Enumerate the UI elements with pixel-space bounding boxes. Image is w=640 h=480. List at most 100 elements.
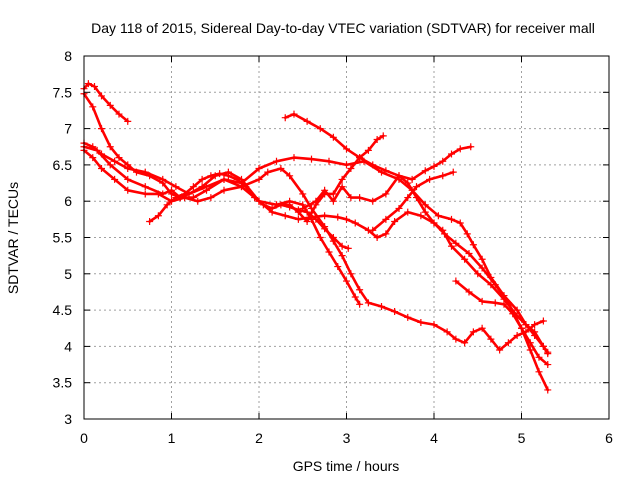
data-point	[303, 218, 311, 226]
data-point	[356, 154, 364, 162]
data-point	[154, 212, 162, 220]
data-point	[281, 212, 289, 220]
data-point	[224, 172, 232, 180]
x-tick-label: 6	[605, 430, 613, 446]
series-track-1	[80, 80, 132, 125]
data-point	[463, 230, 471, 238]
data-point	[84, 80, 92, 88]
series-line	[371, 170, 455, 232]
data-point	[329, 234, 337, 241]
series-track-9	[146, 170, 352, 252]
x-tick-label: 0	[80, 430, 88, 446]
data-point	[273, 157, 280, 165]
data-point	[159, 190, 167, 198]
x-tick-label: 2	[255, 430, 263, 446]
data-point	[491, 299, 499, 307]
data-point	[124, 165, 132, 173]
data-point	[321, 212, 329, 220]
data-point	[469, 328, 477, 336]
series-track-8	[299, 143, 475, 212]
data-point	[216, 170, 224, 178]
data-point	[111, 175, 119, 183]
data-point	[369, 226, 377, 234]
data-point	[329, 133, 337, 141]
data-point	[356, 194, 364, 202]
data-point	[539, 317, 547, 325]
series-line	[454, 279, 550, 366]
data-point	[172, 194, 180, 202]
data-point	[478, 297, 486, 305]
x-axis-label: GPS time / hours	[293, 458, 400, 474]
data-point	[364, 299, 372, 307]
data-point	[474, 270, 482, 278]
y-tick-label: 7.5	[53, 84, 73, 100]
data-point	[203, 186, 210, 194]
axis-ticks	[83, 55, 610, 420]
data-point	[518, 324, 525, 332]
data-point	[369, 197, 377, 205]
data-point	[207, 194, 215, 202]
data-point	[404, 194, 412, 202]
data-point	[544, 361, 552, 369]
x-tick-labels: 0 1 2 3 4 5 6	[80, 430, 613, 446]
data-point	[321, 225, 329, 233]
data-point	[487, 335, 495, 343]
data-point	[299, 190, 307, 198]
data-point	[312, 215, 320, 223]
y-tick-label: 4	[64, 338, 72, 354]
data-point	[259, 201, 267, 209]
data-point	[421, 167, 429, 175]
data-point	[316, 234, 324, 241]
data-point	[343, 215, 350, 223]
data-point	[513, 306, 521, 314]
data-point	[364, 146, 372, 154]
data-point	[268, 204, 276, 212]
chart-title: Day 118 of 2015, Sidereal Day-to-day VTE…	[91, 20, 595, 36]
data-point	[421, 201, 429, 209]
data-point	[98, 165, 105, 173]
y-axis-label: SDTVAR / TECUs	[5, 182, 21, 294]
data-point	[89, 154, 97, 162]
data-point	[281, 114, 289, 122]
data-point	[351, 293, 359, 301]
x-tick-label: 1	[168, 430, 176, 446]
y-tick-label: 3.5	[53, 375, 73, 391]
data-point	[379, 132, 387, 140]
data-point	[321, 186, 329, 194]
data-point	[198, 175, 206, 183]
data-point	[373, 135, 381, 143]
data-point	[338, 242, 346, 250]
data-point	[430, 162, 438, 170]
data-point	[141, 168, 149, 176]
data-point	[290, 110, 298, 118]
data-point	[124, 175, 132, 183]
data-point	[294, 206, 302, 214]
y-tick-label: 5.5	[53, 230, 73, 246]
y-tick-label: 8	[64, 48, 72, 64]
data-point	[430, 321, 438, 329]
data-point	[417, 212, 425, 220]
data-point	[124, 117, 132, 125]
data-point	[338, 175, 346, 183]
data-point	[478, 324, 486, 332]
data-point	[539, 342, 547, 350]
data-point	[347, 270, 355, 278]
data-point	[373, 234, 381, 241]
data-point	[106, 101, 114, 109]
data-point	[93, 146, 101, 154]
data-point	[491, 281, 499, 289]
data-point	[404, 179, 412, 187]
data-point	[391, 308, 399, 316]
data-point	[303, 208, 311, 216]
data-point	[404, 208, 412, 216]
data-point	[531, 321, 539, 329]
x-tick-label: 3	[343, 430, 351, 446]
data-point	[308, 155, 315, 163]
data-point	[408, 175, 416, 183]
data-point	[439, 172, 447, 180]
data-point	[391, 218, 399, 226]
data-point	[98, 125, 105, 133]
data-point	[522, 321, 530, 329]
data-point	[461, 339, 469, 347]
